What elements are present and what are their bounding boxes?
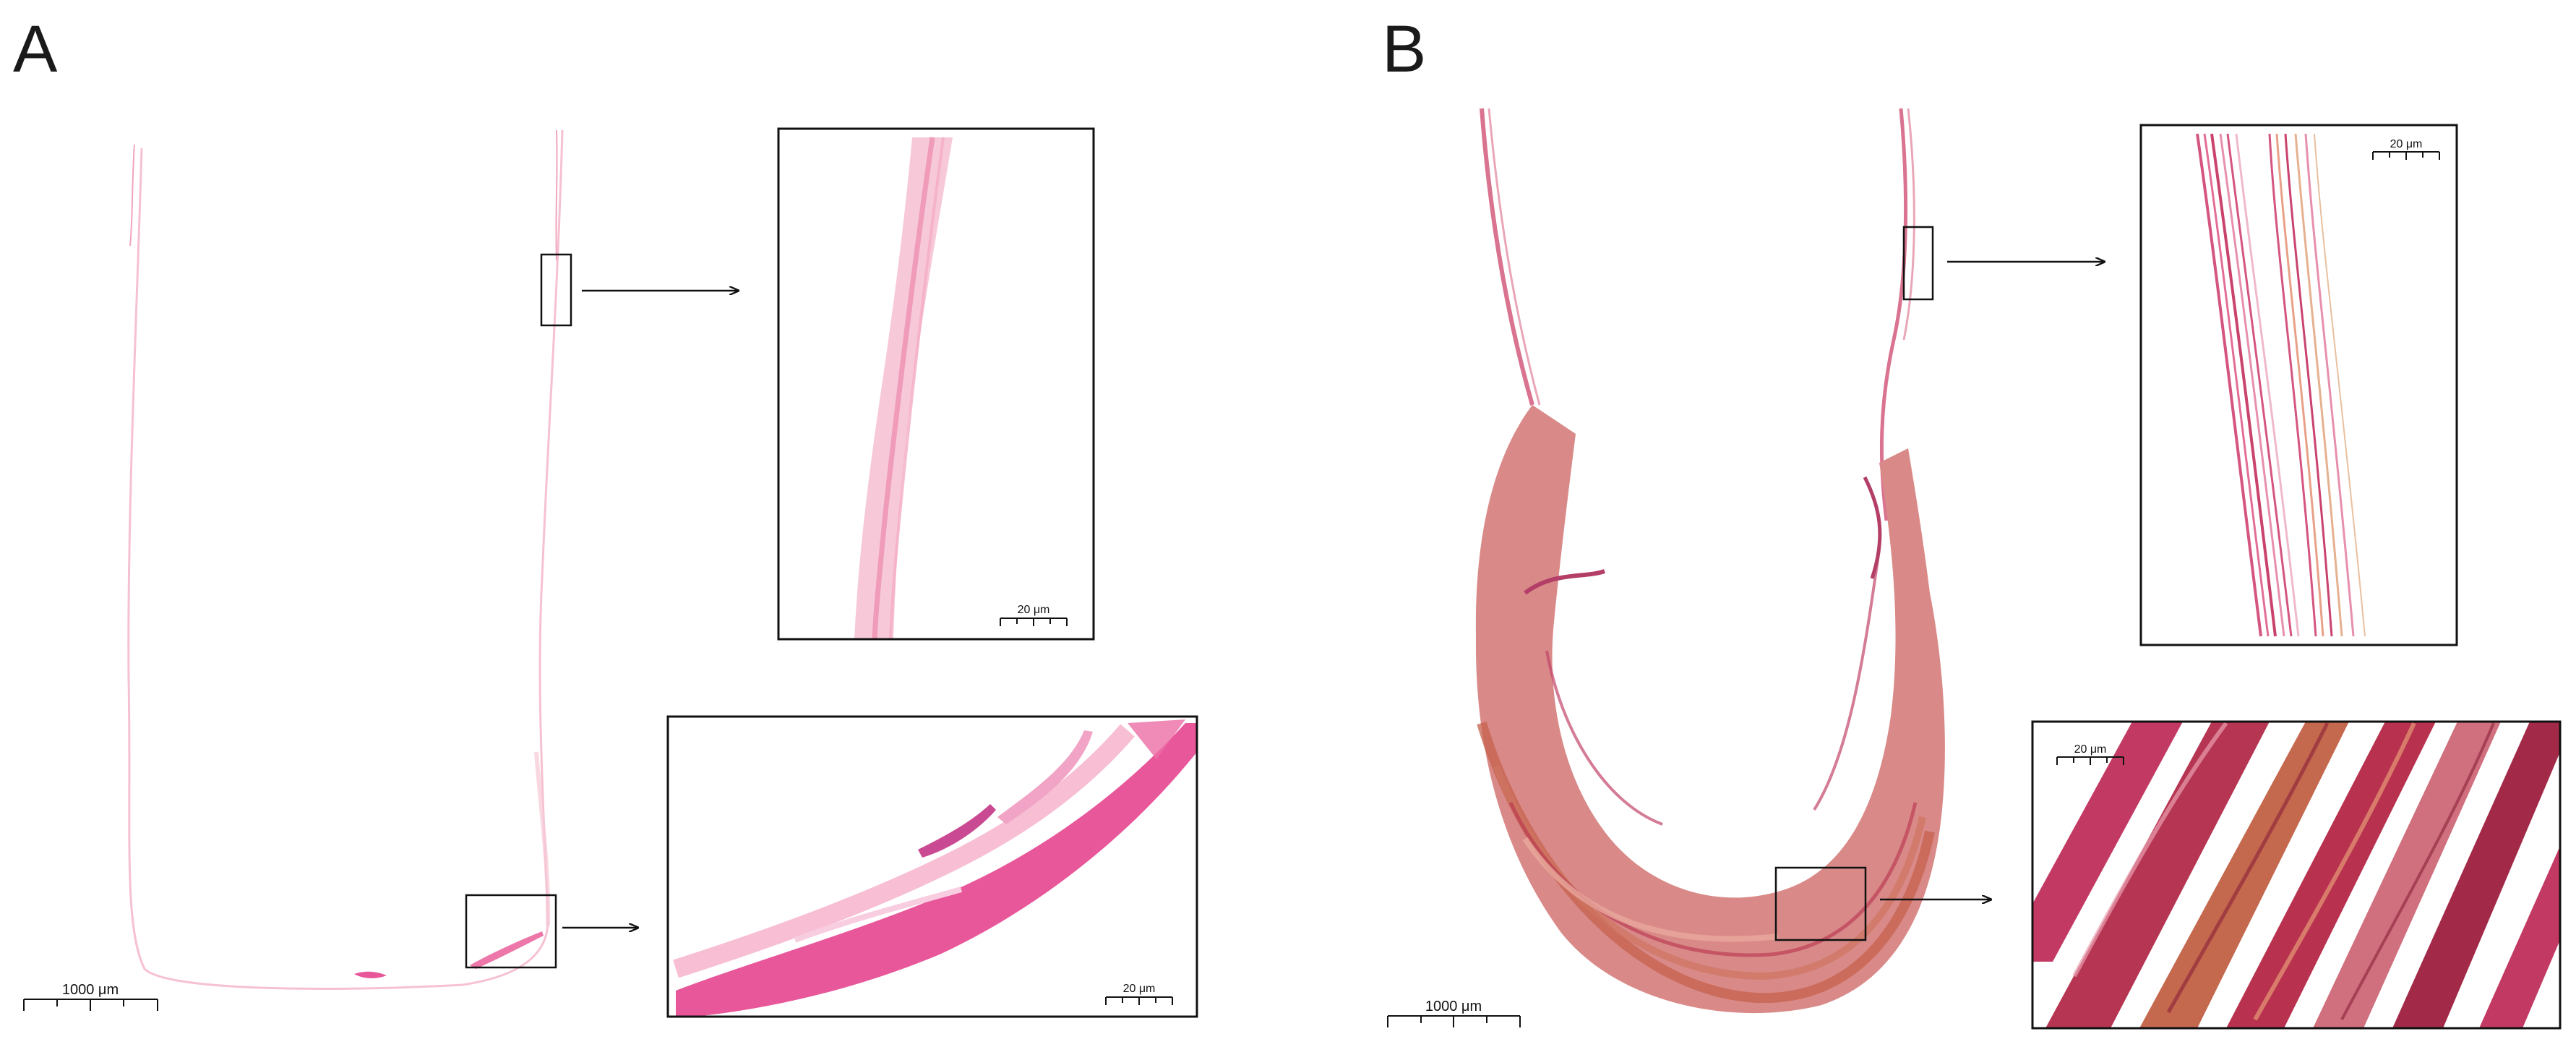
panel-b-inset-bottom-frame <box>2031 720 2562 1030</box>
panel-a-inset-top-scalebar: 20 μm <box>1000 604 1068 626</box>
panel-b-inset-top: 20 μm <box>2139 124 2458 646</box>
panel-a-overview-scalebar: 1000 μm <box>23 982 158 1011</box>
panel-b-inset-bottom: 20 μm <box>2031 720 2562 1030</box>
panel-a-tissue-outline <box>127 129 564 990</box>
panel-a-inset-top-frame <box>777 127 1095 641</box>
panel-b-overview-scalebar: 1000 μm <box>1387 999 1521 1027</box>
panel-a-inset-top: 20 μm <box>777 127 1095 641</box>
panel-b-tissue-mass <box>1475 405 1945 1014</box>
panel-a-inset-bottom-scale-label: 20 μm <box>1123 983 1156 995</box>
panel-b-roi-top <box>1902 226 1934 301</box>
panel-b-overview-scale-label: 1000 μm <box>1425 999 1482 1014</box>
panel-a-inset-bottom: 20 μm <box>666 715 1198 1018</box>
panel-a-roi-bottom <box>465 894 557 969</box>
panel-a-inset-bottom-scalebar: 20 μm <box>1105 983 1173 1005</box>
panel-b-inset-top-scale-label: 20 μm <box>2390 138 2423 150</box>
panel-b-inset-bottom-scalebar: 20 μm <box>2056 743 2124 765</box>
panel-a-inset-bottom-band <box>676 723 1197 1017</box>
panel-label-a: A <box>13 12 58 86</box>
panel-b-overview: 1000 μm <box>1387 108 2105 1027</box>
panel-b-inset-top-frame <box>2139 124 2458 646</box>
panel-a-overview: 1000 μm <box>23 129 739 1011</box>
panel-a-inset-top-scale-label: 20 μm <box>1018 604 1050 616</box>
panel-b-inset-bottom-scale-label: 20 μm <box>2074 743 2107 756</box>
panel-b-inset-top-scalebar: 20 μm <box>2372 138 2440 160</box>
panel-label-b: B <box>1382 12 1427 86</box>
panel-a-inset-bottom-frame <box>666 715 1198 1018</box>
panel-a-overview-scale-label: 1000 μm <box>62 982 119 998</box>
panel-a-roi-top <box>540 253 572 327</box>
panel-b-roi-bottom <box>1774 866 1867 941</box>
